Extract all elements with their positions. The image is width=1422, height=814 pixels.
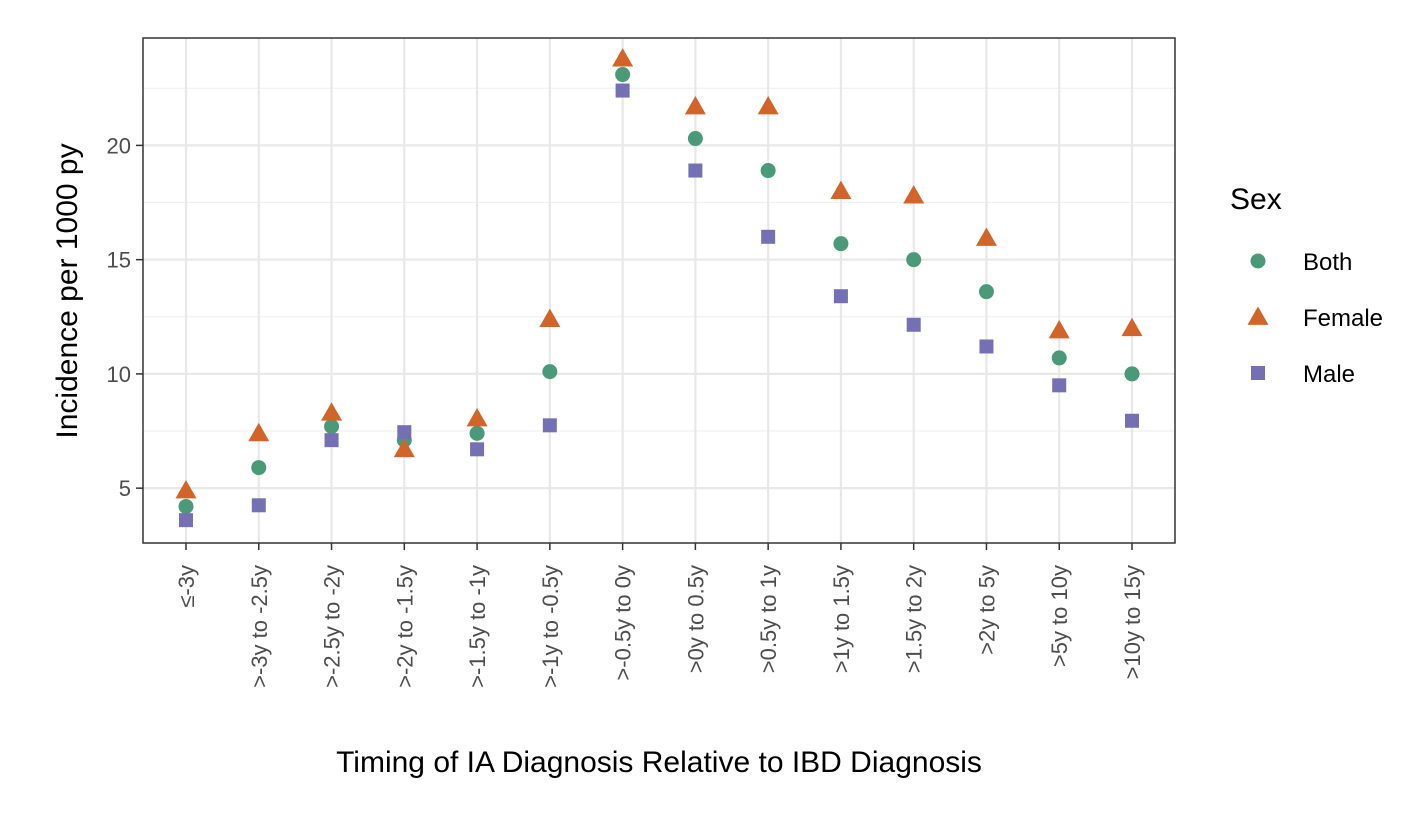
point-both (978, 284, 994, 300)
point-both (178, 498, 194, 514)
point-female (612, 48, 634, 67)
x-tick-label: >0.5y to 1y (756, 565, 781, 673)
point-both (760, 163, 776, 179)
point-both (251, 460, 267, 476)
x-tick-label: >1.5y to 2y (902, 565, 927, 673)
point-male (1125, 413, 1139, 428)
x-tick-label: >5y to 10y (1047, 565, 1072, 667)
legend-key-female (1247, 306, 1269, 325)
x-tick-label: >2y to 5y (974, 565, 999, 655)
point-both (1051, 350, 1067, 366)
x-tick-label: >-3y to -2.5y (247, 565, 272, 688)
point-male (1052, 378, 1067, 393)
point-female (830, 180, 852, 199)
point-male (179, 513, 193, 528)
point-both (833, 236, 849, 252)
point-female (1048, 319, 1070, 339)
plot-panel-border (142, 37, 1176, 544)
legend-label-both: Both (1303, 249, 1352, 276)
point-male (761, 229, 776, 244)
legend-label-male: Male (1303, 361, 1355, 388)
x-tick-label: >1y to 1.5y (829, 565, 854, 673)
point-male (906, 317, 921, 332)
y-axis: 5 10 15 20 (107, 133, 143, 501)
point-male (324, 433, 339, 448)
point-both (1124, 366, 1140, 382)
point-female (757, 96, 779, 115)
x-axis: ≤-3y >-3y to -2.5y >-2.5y to -2y >-2y to -1… (174, 543, 1145, 688)
point-female (466, 407, 488, 427)
x-tick-label: >-2y to -1.5y (392, 565, 417, 688)
legend-key-male (1251, 366, 1265, 380)
legend-title: Sex (1230, 183, 1282, 216)
point-both (469, 425, 485, 441)
point-male (470, 442, 485, 457)
x-axis-title: Timing of IA Diagnosis Relative to IBD D… (336, 746, 982, 779)
x-tick-label: >-0.5y to 0y (611, 565, 636, 681)
x-tick-label: >-1.5y to -1y (465, 565, 490, 688)
data-points (175, 48, 1143, 528)
grid-lines (143, 38, 1175, 543)
x-tick-label: >-1y to -0.5y (538, 565, 563, 688)
point-male (397, 425, 412, 440)
x-tick-label: >-2.5y to -2y (320, 565, 345, 688)
point-both (906, 252, 922, 268)
point-female (539, 308, 561, 327)
y-tick-label: 10 (107, 362, 131, 387)
point-both (324, 418, 340, 434)
point-female (321, 402, 343, 421)
y-tick-label: 20 (107, 133, 131, 158)
y-tick-label: 5 (119, 476, 131, 501)
y-axis-title: Incidence per 1000 py (51, 143, 84, 438)
legend-key-both (1250, 253, 1266, 269)
point-both (615, 67, 631, 83)
x-tick-label: >10y to 15y (1120, 565, 1145, 679)
y-tick-label: 15 (107, 248, 131, 273)
x-tick-label: ≤-3y (174, 565, 199, 608)
point-male (688, 163, 703, 178)
point-female (1121, 317, 1143, 337)
point-female (175, 479, 197, 499)
point-female (684, 96, 706, 115)
point-male (251, 498, 266, 513)
point-male (833, 289, 848, 304)
x-tick-label: >0y to 0.5y (683, 565, 708, 673)
point-female (975, 227, 997, 246)
point-female (248, 422, 270, 442)
legend-label-female: Female (1303, 305, 1383, 332)
legend: Sex Both Female Male (1230, 183, 1383, 388)
point-both (687, 131, 703, 147)
point-male (615, 83, 630, 98)
point-both (542, 364, 558, 380)
point-male (542, 418, 557, 433)
point-male (979, 339, 994, 354)
point-female (903, 185, 925, 204)
point-female (393, 438, 415, 458)
